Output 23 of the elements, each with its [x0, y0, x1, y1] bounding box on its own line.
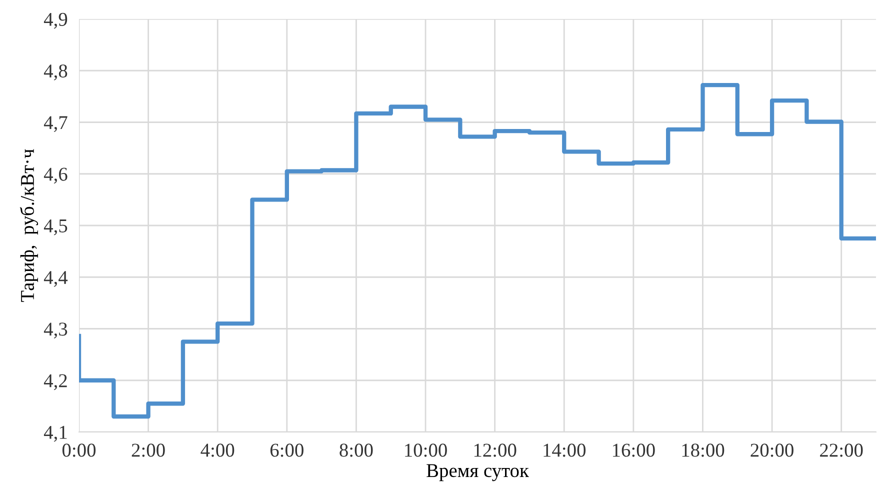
x-tick-label: 16:00	[613, 444, 655, 457]
x-tick-label: 20:00	[750, 444, 794, 457]
x-tick-label: 18:00	[682, 444, 724, 457]
x-tick-label: 0:00	[62, 444, 96, 457]
x-tick-label: 22:00	[820, 444, 863, 457]
x-tick-label: 4:00	[200, 444, 234, 457]
y-tick-label: 4,7	[44, 116, 68, 132]
x-tick-label: 6:00	[270, 444, 304, 457]
y-tick-label: 4,4	[44, 271, 68, 287]
y-tick-label: 4,9	[44, 12, 68, 29]
y-tick-label: 4,2	[44, 374, 67, 390]
y-tick-label: 4,6	[44, 168, 68, 184]
y-tick-label: 4,1	[44, 426, 67, 442]
y-tick-label: 4,3	[44, 322, 68, 338]
x-tick-label: 8:00	[340, 444, 373, 457]
x-tick-label: 2:00	[132, 444, 165, 457]
x-tick-label: 14:00	[544, 444, 586, 457]
x-tick-label: 10:00	[405, 444, 447, 457]
y-tick-label: 4,8	[44, 64, 68, 80]
x-tick-label: 12:00	[474, 444, 516, 457]
y-axis-title: Тариф, руб./кВт·ч	[20, 149, 38, 302]
y-tick-label: 4,5	[44, 219, 68, 236]
x-axis-title: Время суток	[426, 464, 529, 482]
